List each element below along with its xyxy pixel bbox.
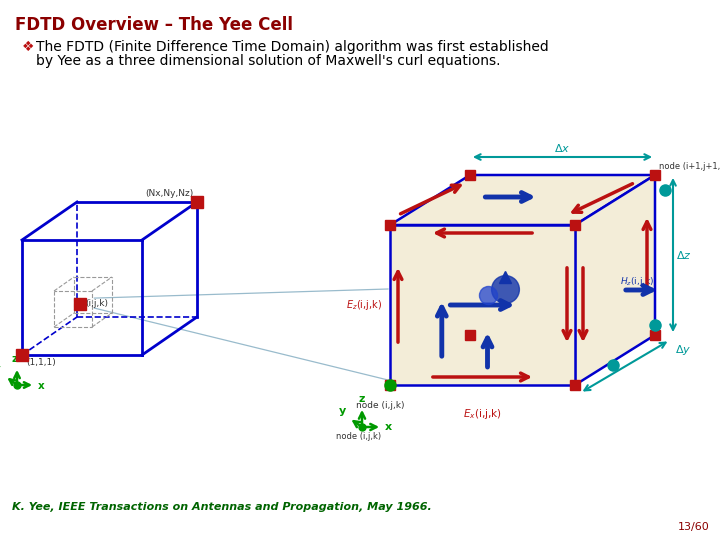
Text: $H_z$(i,j,k): $H_z$(i,j,k) [620, 275, 654, 288]
Text: $\Delta y$: $\Delta y$ [675, 343, 691, 357]
Text: x: x [385, 422, 392, 432]
Text: node (i+1,j+1,k+1): node (i+1,j+1,k+1) [659, 162, 720, 171]
Polygon shape [390, 225, 575, 385]
Text: y: y [0, 364, 1, 374]
Text: $E_z$(i,j,k): $E_z$(i,j,k) [346, 298, 382, 312]
Text: K. Yee, IEEE Transactions on Antennas and Propagation, May 1966.: K. Yee, IEEE Transactions on Antennas an… [12, 502, 432, 512]
Text: (1,1,1): (1,1,1) [26, 358, 55, 367]
Text: $H_y$(i,j,k): $H_y$(i,j,k) [467, 303, 508, 317]
Text: The FDTD (Finite Difference Time Domain) algorithm was first established: The FDTD (Finite Difference Time Domain)… [36, 40, 549, 54]
Text: by Yee as a three dimensional solution of Maxwell's curl equations.: by Yee as a three dimensional solution o… [36, 54, 500, 68]
Text: node (i,j,k): node (i,j,k) [336, 432, 382, 441]
Text: node (i,j,k): node (i,j,k) [356, 401, 404, 410]
Polygon shape [575, 175, 655, 385]
Text: z: z [12, 354, 18, 364]
Text: (Nx,Ny,Nz): (Nx,Ny,Nz) [145, 189, 193, 198]
Text: $\Delta z$: $\Delta z$ [676, 249, 692, 261]
Text: y: y [338, 406, 346, 416]
Polygon shape [390, 175, 655, 225]
Text: 13/60: 13/60 [678, 522, 710, 532]
Text: $E_y$(i,j,k): $E_y$(i,j,k) [442, 351, 479, 366]
Text: $\Delta x$: $\Delta x$ [554, 142, 571, 154]
Text: $H_z$(i,j,k): $H_z$(i,j,k) [492, 358, 527, 371]
Text: $E_x$(i,j,k): $E_x$(i,j,k) [463, 407, 502, 421]
Text: ❖: ❖ [22, 40, 35, 54]
Text: (i,j,k): (i,j,k) [85, 299, 108, 308]
Text: FDTD Overview – The Yee Cell: FDTD Overview – The Yee Cell [15, 16, 293, 34]
Text: $H_z$(i,j,k): $H_z$(i,j,k) [399, 293, 436, 307]
Text: z: z [359, 394, 365, 404]
Text: x: x [38, 381, 45, 391]
